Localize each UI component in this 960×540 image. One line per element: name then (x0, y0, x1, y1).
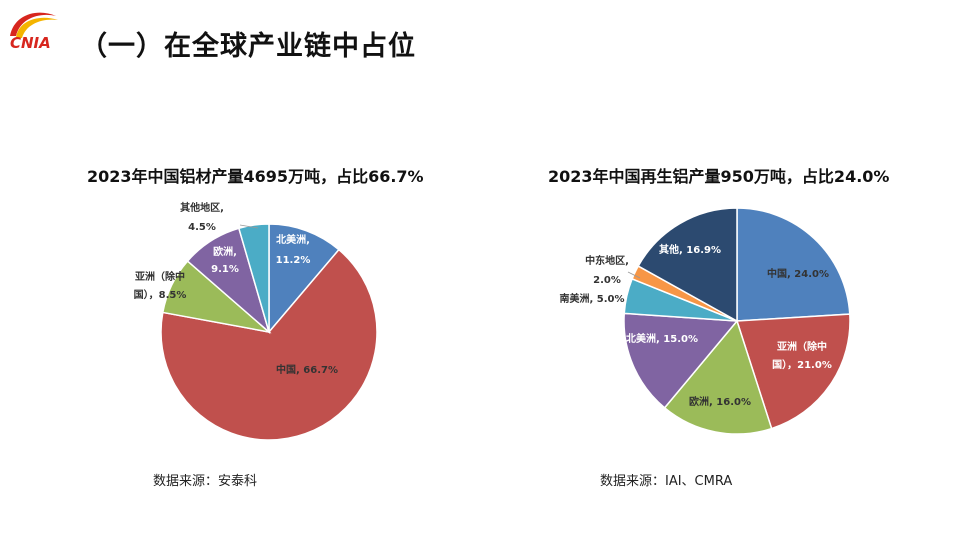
pie-0-slice-4 (237, 223, 270, 333)
pie-1-label-3: 北美洲, 15.0% (626, 332, 698, 345)
pie-0-value-label-0: 11.2% (276, 255, 311, 266)
pie-1-slice-2 (663, 319, 773, 435)
pie-1-label-6: 其他, 16.9% (659, 243, 721, 256)
pie-1-label-5: 中东地区, (585, 254, 629, 267)
pie-0-value-label-3: 9.1% (211, 264, 239, 275)
logo-text: CNIA (10, 34, 51, 52)
pie-chart-aluminum: 北美洲, 11.2% 中国, 66.7% 亚洲（除中国），8.5% 欧洲, 9.1% 其他地… (134, 201, 378, 441)
pie-0-value-label-2: 国），8.5% (134, 288, 187, 301)
pie-0-value-label-4: 4.5% (188, 222, 216, 233)
chart-title-recycled: 2023年中国再生铝产量950万吨，占比24.0% (548, 167, 890, 186)
pie-1-label-1: 亚洲（除中 (777, 340, 827, 353)
pie-1-label-0: 中国, 24.0% (767, 267, 829, 280)
pie-0-slice-0 (268, 223, 340, 335)
pie-1-slice-6 (637, 207, 738, 323)
pie-0-label-2: 亚洲（除中 (135, 270, 185, 283)
data-source-recycled: 数据来源：IAI、CMRA (600, 474, 733, 489)
pie-1-leader-line-5 (627, 271, 641, 279)
data-source-aluminum: 数据来源：安泰科 (153, 474, 258, 489)
pie-1-slice-3 (623, 312, 739, 409)
pie-1-value-label-1: 国），21.0% (772, 358, 832, 371)
pie-0-label-4: 其他地区, (180, 201, 224, 214)
pie-0-slice-1 (160, 248, 378, 441)
pie-1-label-4: 南美洲, 5.0% (559, 292, 624, 305)
pie-0-label-3: 欧洲, (213, 245, 237, 258)
pie-1-label-2: 欧洲, 16.0% (689, 395, 751, 408)
pie-chart-recycled: 中国, 24.0% 亚洲（除中国），21.0% 欧洲, 16.0% 北美洲, 15.0… (559, 207, 851, 435)
pie-0-leader-line-4 (239, 224, 259, 229)
pie-0-label-1: 中国, 66.7% (276, 363, 338, 376)
chart-title-aluminum: 2023年中国铝材产量4695万吨，占比66.7% (87, 167, 424, 186)
logo-swoosh-red (10, 12, 56, 36)
pie-1-slice-1 (735, 313, 851, 430)
logo-swoosh-gold (16, 17, 58, 38)
page-title: （一）在全球产业链中占位 (80, 31, 416, 62)
cnia-logo: CNIA (10, 12, 58, 52)
pie-1-slice-0 (736, 207, 851, 322)
pie-0-label-0: 北美洲, (276, 233, 310, 246)
pie-1-value-label-5: 2.0% (593, 275, 621, 286)
